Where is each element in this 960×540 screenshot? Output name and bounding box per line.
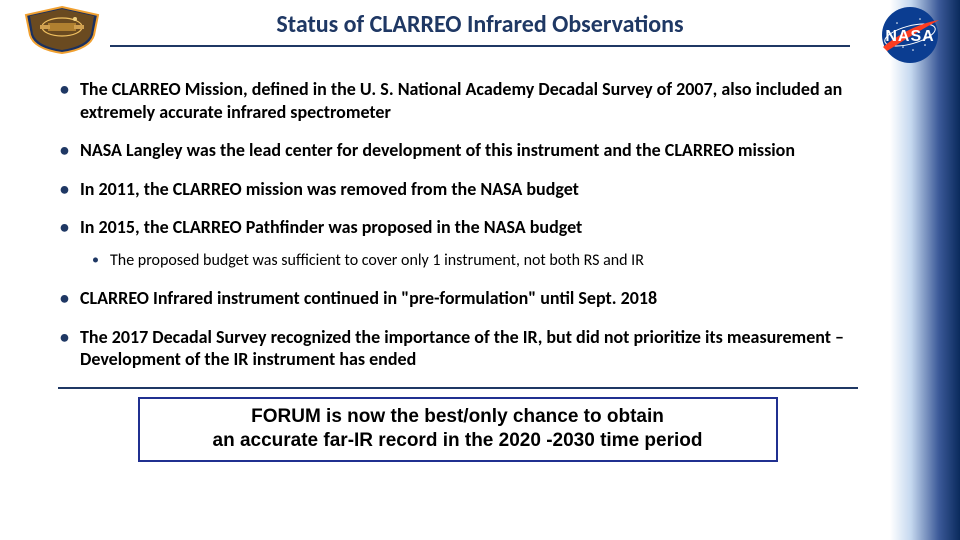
slide-header: NASA Status of CLARREO Infrared Observat… [0,0,960,60]
bullet-item: In 2011, the CLARREO mission was removed… [50,178,865,201]
sub-bullet-text: The proposed budget was sufficient to co… [110,251,644,270]
slide-body: The CLARREO Mission, defined in the U. S… [0,60,960,462]
mission-patch-icon [20,5,105,55]
bottom-separator [58,387,858,389]
svg-text:NASA: NASA [885,28,934,45]
bullet-text: CLARREO Infrared instrument continued in… [80,287,657,309]
bullet-item: In 2015, the CLARREO Pathfinder was prop… [50,216,865,271]
bullet-item: NASA Langley was the lead center for dev… [50,139,865,162]
callout-line-1: FORUM is now the best/only chance to obt… [251,406,664,427]
bullet-text: The 2017 Decadal Survey recognized the i… [80,326,844,371]
bullet-list: The CLARREO Mission, defined in the U. S… [50,78,865,371]
slide-title: Status of CLARREO Infrared Observations [100,10,860,45]
callout-line-2: an accurate far-IR record in the 2020 -2… [213,430,703,451]
sub-bullet-item: The proposed budget was sufficient to co… [80,251,865,272]
sub-bullet-list: The proposed budget was sufficient to co… [80,251,865,272]
bullet-item: CLARREO Infrared instrument continued in… [50,287,865,310]
bullet-item: The 2017 Decadal Survey recognized the i… [50,326,865,371]
bullet-text: In 2011, the CLARREO mission was removed… [80,178,579,200]
nasa-logo-icon: NASA [875,5,945,65]
bullet-text: The CLARREO Mission, defined in the U. S… [80,78,842,123]
bullet-text: In 2015, the CLARREO Pathfinder was prop… [80,216,582,238]
bullet-item: The CLARREO Mission, defined in the U. S… [50,78,865,123]
bullet-text: NASA Langley was the lead center for dev… [80,139,795,161]
callout-box: FORUM is now the best/only chance to obt… [138,397,778,462]
title-underline [110,45,850,47]
